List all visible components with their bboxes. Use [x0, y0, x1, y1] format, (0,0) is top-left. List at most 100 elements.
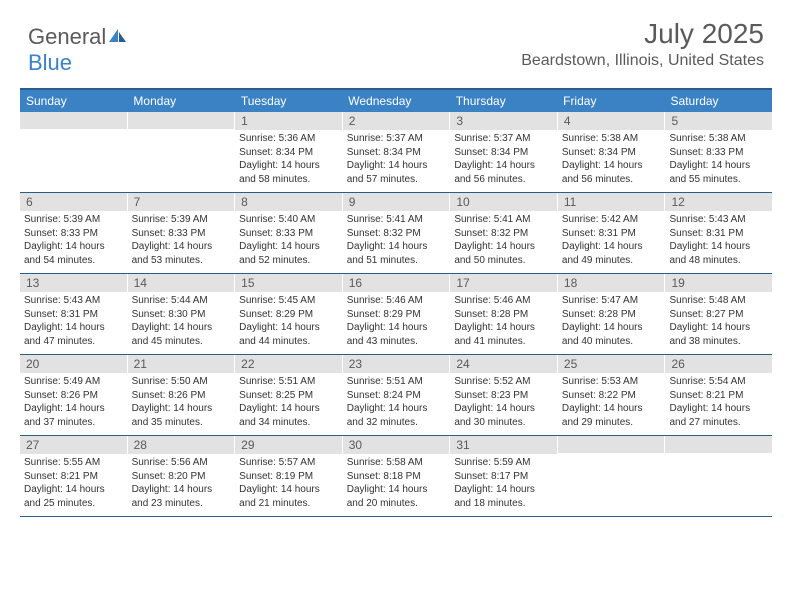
- day-line: and 37 minutes.: [24, 416, 123, 430]
- day-line: Daylight: 14 hours: [239, 321, 338, 335]
- day-line: Sunrise: 5:59 AM: [454, 456, 553, 470]
- day-number: 19: [665, 274, 772, 292]
- day-number: 8: [235, 193, 342, 211]
- day-details: Sunrise: 5:52 AMSunset: 8:23 PMDaylight:…: [450, 373, 557, 435]
- day-cell: 26Sunrise: 5:54 AMSunset: 8:21 PMDayligh…: [665, 355, 772, 435]
- day-line: Daylight: 14 hours: [454, 402, 553, 416]
- day-details: Sunrise: 5:42 AMSunset: 8:31 PMDaylight:…: [558, 211, 665, 273]
- day-number: 7: [128, 193, 235, 211]
- day-number: 20: [20, 355, 127, 373]
- day-cell: 27Sunrise: 5:55 AMSunset: 8:21 PMDayligh…: [20, 436, 128, 516]
- day-details: Sunrise: 5:39 AMSunset: 8:33 PMDaylight:…: [128, 211, 235, 273]
- weekday-header: Tuesday: [235, 90, 342, 112]
- day-details: Sunrise: 5:47 AMSunset: 8:28 PMDaylight:…: [558, 292, 665, 354]
- weekday-header: Saturday: [665, 90, 772, 112]
- day-line: Daylight: 14 hours: [669, 321, 768, 335]
- day-line: Sunset: 8:34 PM: [454, 146, 553, 160]
- day-line: Sunset: 8:30 PM: [132, 308, 231, 322]
- week-row: 20Sunrise: 5:49 AMSunset: 8:26 PMDayligh…: [20, 355, 772, 436]
- day-cell: 2Sunrise: 5:37 AMSunset: 8:34 PMDaylight…: [343, 112, 451, 192]
- day-line: Sunrise: 5:56 AM: [132, 456, 231, 470]
- day-details: Sunrise: 5:46 AMSunset: 8:28 PMDaylight:…: [450, 292, 557, 354]
- day-line: Daylight: 14 hours: [454, 321, 553, 335]
- day-line: Daylight: 14 hours: [24, 402, 123, 416]
- day-details: [128, 129, 235, 187]
- day-line: Sunrise: 5:39 AM: [132, 213, 231, 227]
- day-line: Sunrise: 5:44 AM: [132, 294, 231, 308]
- day-number: 6: [20, 193, 127, 211]
- day-number: 24: [450, 355, 557, 373]
- day-number: 18: [558, 274, 665, 292]
- title-block: July 2025 Beardstown, Illinois, United S…: [521, 18, 764, 70]
- day-line: Sunrise: 5:37 AM: [454, 132, 553, 146]
- day-line: and 51 minutes.: [347, 254, 446, 268]
- day-line: Sunset: 8:25 PM: [239, 389, 338, 403]
- day-line: Sunrise: 5:37 AM: [347, 132, 446, 146]
- day-number: [20, 112, 127, 129]
- day-line: Sunset: 8:34 PM: [562, 146, 661, 160]
- day-number: 10: [450, 193, 557, 211]
- day-cell: 20Sunrise: 5:49 AMSunset: 8:26 PMDayligh…: [20, 355, 128, 435]
- day-line: and 21 minutes.: [239, 497, 338, 511]
- day-number: 1: [235, 112, 342, 130]
- day-line: Sunset: 8:31 PM: [669, 227, 768, 241]
- day-line: Sunset: 8:32 PM: [347, 227, 446, 241]
- day-line: Sunrise: 5:51 AM: [347, 375, 446, 389]
- day-cell: 12Sunrise: 5:43 AMSunset: 8:31 PMDayligh…: [665, 193, 772, 273]
- week-row: 6Sunrise: 5:39 AMSunset: 8:33 PMDaylight…: [20, 193, 772, 274]
- day-details: [665, 453, 772, 511]
- day-line: and 20 minutes.: [347, 497, 446, 511]
- day-details: Sunrise: 5:44 AMSunset: 8:30 PMDaylight:…: [128, 292, 235, 354]
- day-details: Sunrise: 5:37 AMSunset: 8:34 PMDaylight:…: [450, 130, 557, 192]
- day-line: Sunrise: 5:41 AM: [454, 213, 553, 227]
- day-line: Sunrise: 5:46 AM: [347, 294, 446, 308]
- day-line: and 38 minutes.: [669, 335, 768, 349]
- day-line: Sunrise: 5:38 AM: [669, 132, 768, 146]
- day-cell: 7Sunrise: 5:39 AMSunset: 8:33 PMDaylight…: [128, 193, 236, 273]
- day-cell: 1Sunrise: 5:36 AMSunset: 8:34 PMDaylight…: [235, 112, 343, 192]
- day-line: Sunrise: 5:57 AM: [239, 456, 338, 470]
- day-line: Sunset: 8:17 PM: [454, 470, 553, 484]
- day-details: Sunrise: 5:48 AMSunset: 8:27 PMDaylight:…: [665, 292, 772, 354]
- day-cell: 25Sunrise: 5:53 AMSunset: 8:22 PMDayligh…: [558, 355, 666, 435]
- day-line: Daylight: 14 hours: [562, 240, 661, 254]
- day-line: Sunset: 8:34 PM: [239, 146, 338, 160]
- day-line: and 58 minutes.: [239, 173, 338, 187]
- week-row: 1Sunrise: 5:36 AMSunset: 8:34 PMDaylight…: [20, 112, 772, 193]
- logo-sail-icon: [108, 28, 128, 44]
- day-line: and 48 minutes.: [669, 254, 768, 268]
- calendar: SundayMondayTuesdayWednesdayThursdayFrid…: [20, 88, 772, 517]
- day-line: Sunset: 8:23 PM: [454, 389, 553, 403]
- day-number: 15: [235, 274, 342, 292]
- day-line: Daylight: 14 hours: [347, 483, 446, 497]
- day-number: 14: [128, 274, 235, 292]
- day-cell: 5Sunrise: 5:38 AMSunset: 8:33 PMDaylight…: [665, 112, 772, 192]
- day-line: Daylight: 14 hours: [24, 240, 123, 254]
- week-row: 13Sunrise: 5:43 AMSunset: 8:31 PMDayligh…: [20, 274, 772, 355]
- day-cell: 9Sunrise: 5:41 AMSunset: 8:32 PMDaylight…: [343, 193, 451, 273]
- day-line: and 57 minutes.: [347, 173, 446, 187]
- day-details: Sunrise: 5:58 AMSunset: 8:18 PMDaylight:…: [343, 454, 450, 516]
- day-details: Sunrise: 5:57 AMSunset: 8:19 PMDaylight:…: [235, 454, 342, 516]
- day-line: Daylight: 14 hours: [454, 483, 553, 497]
- day-line: Sunrise: 5:58 AM: [347, 456, 446, 470]
- day-line: Sunset: 8:31 PM: [24, 308, 123, 322]
- day-details: Sunrise: 5:43 AMSunset: 8:31 PMDaylight:…: [665, 211, 772, 273]
- day-details: Sunrise: 5:46 AMSunset: 8:29 PMDaylight:…: [343, 292, 450, 354]
- day-cell: 23Sunrise: 5:51 AMSunset: 8:24 PMDayligh…: [343, 355, 451, 435]
- day-details: Sunrise: 5:40 AMSunset: 8:33 PMDaylight:…: [235, 211, 342, 273]
- day-line: Daylight: 14 hours: [132, 483, 231, 497]
- day-line: Daylight: 14 hours: [239, 402, 338, 416]
- day-line: Daylight: 14 hours: [562, 159, 661, 173]
- day-cell: 4Sunrise: 5:38 AMSunset: 8:34 PMDaylight…: [558, 112, 666, 192]
- day-line: Daylight: 14 hours: [132, 321, 231, 335]
- day-cell: 16Sunrise: 5:46 AMSunset: 8:29 PMDayligh…: [343, 274, 451, 354]
- day-cell: 29Sunrise: 5:57 AMSunset: 8:19 PMDayligh…: [235, 436, 343, 516]
- day-cell: 15Sunrise: 5:45 AMSunset: 8:29 PMDayligh…: [235, 274, 343, 354]
- day-line: Daylight: 14 hours: [239, 159, 338, 173]
- day-line: and 50 minutes.: [454, 254, 553, 268]
- day-line: Daylight: 14 hours: [239, 240, 338, 254]
- day-number: 9: [343, 193, 450, 211]
- day-line: Sunset: 8:21 PM: [669, 389, 768, 403]
- day-cell: 6Sunrise: 5:39 AMSunset: 8:33 PMDaylight…: [20, 193, 128, 273]
